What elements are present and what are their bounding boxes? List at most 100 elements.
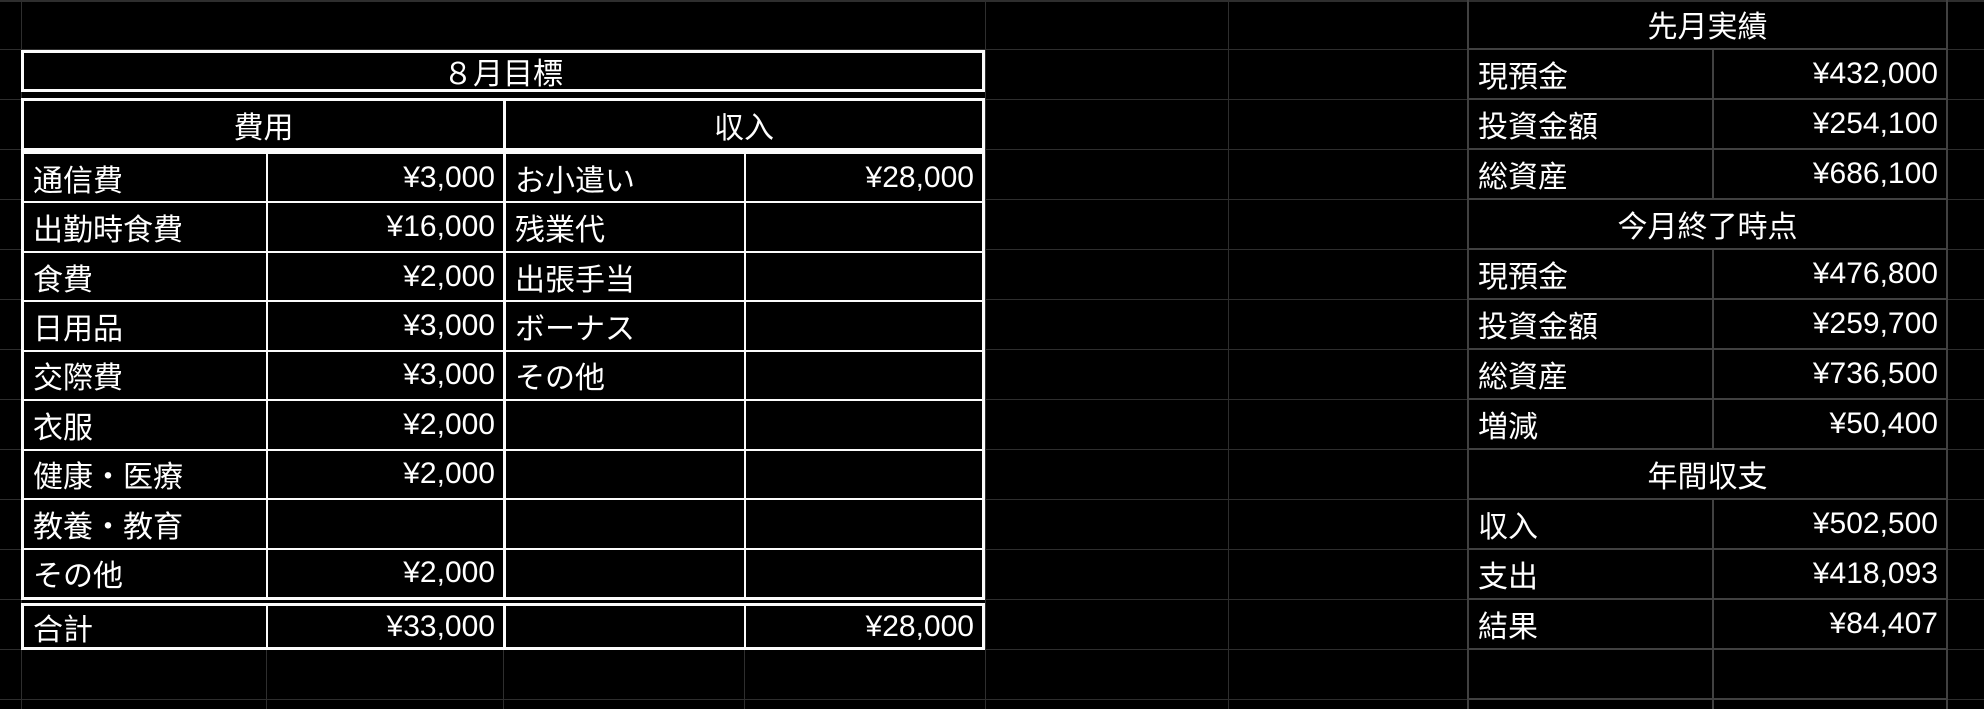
expense-value-cell[interactable]: ¥16,000 bbox=[266, 203, 503, 251]
table-row: 日用品 ¥3,000 ボーナス bbox=[24, 300, 982, 350]
goal-table-total-row: 合計 ¥33,000 ¥28,000 bbox=[21, 603, 985, 650]
income-value-cell[interactable] bbox=[744, 401, 982, 449]
empty-cell[interactable] bbox=[1469, 700, 1712, 709]
summary-value-cell[interactable]: ¥259,700 bbox=[1712, 300, 1946, 348]
expense-label-cell[interactable]: 衣服 bbox=[33, 411, 93, 445]
grid-line bbox=[0, 648, 1984, 650]
income-value-cell[interactable] bbox=[744, 549, 982, 597]
summary-row: 支出 ¥418,093 bbox=[1469, 550, 1946, 600]
income-label-cell[interactable]: お小遣い bbox=[503, 154, 744, 202]
summary-value-cell[interactable]: ¥476,800 bbox=[1712, 250, 1946, 298]
total-expense-value-cell[interactable]: ¥33,000 bbox=[266, 606, 503, 647]
grid-line bbox=[743, 650, 745, 709]
summary-label-cell[interactable]: 増減 bbox=[1478, 411, 1538, 444]
grid-line bbox=[0, 698, 1984, 700]
summary-value-cell[interactable]: ¥736,500 bbox=[1712, 350, 1946, 398]
summary-row: 投資金額 ¥254,100 bbox=[1469, 100, 1946, 150]
summary-label-cell[interactable]: 現預金 bbox=[1478, 61, 1568, 94]
total-income-value-cell[interactable]: ¥28,000 bbox=[744, 606, 982, 647]
expense-value-cell[interactable]: ¥2,000 bbox=[266, 401, 503, 449]
grid-line bbox=[0, 398, 1984, 400]
table-row: 通信費 ¥3,000 お小遣い ¥28,000 bbox=[24, 154, 982, 202]
income-value-cell[interactable] bbox=[744, 252, 982, 301]
grid-line bbox=[0, 198, 1984, 200]
summary-value-cell[interactable]: ¥502,500 bbox=[1712, 500, 1946, 548]
table-row: 健康・医療 ¥2,000 bbox=[24, 448, 982, 499]
summary-panel: 先月実績 現預金 ¥432,000 投資金額 ¥254,100 総資産 ¥686… bbox=[1467, 0, 1948, 709]
summary-label-cell[interactable]: 結果 bbox=[1478, 611, 1538, 644]
expense-label-cell[interactable]: その他 bbox=[33, 560, 123, 594]
expense-value-cell[interactable]: ¥2,000 bbox=[266, 450, 503, 499]
goal-table-body: 通信費 ¥3,000 お小遣い ¥28,000 出勤時食費 ¥16,000 残業… bbox=[21, 151, 985, 600]
summary-row: 年間収支 bbox=[1469, 450, 1946, 500]
summary-value-cell[interactable]: ¥432,000 bbox=[1712, 50, 1946, 98]
expense-label-cell[interactable]: 出勤時食費 bbox=[33, 214, 183, 248]
summary-label-cell[interactable]: 投資金額 bbox=[1478, 311, 1598, 344]
expense-value-cell[interactable]: ¥3,000 bbox=[266, 351, 503, 400]
income-value-cell[interactable] bbox=[744, 351, 982, 400]
summary-section-header-cell[interactable]: 今月終了時点 bbox=[1617, 211, 1798, 244]
goal-table-title: ８月目標 bbox=[21, 50, 985, 92]
summary-value-cell[interactable]: ¥84,407 bbox=[1712, 600, 1946, 648]
income-label-cell[interactable] bbox=[503, 549, 744, 597]
summary-section-header-cell[interactable]: 年間収支 bbox=[1647, 461, 1768, 494]
expense-value-cell[interactable]: ¥3,000 bbox=[266, 154, 503, 202]
grid-line bbox=[0, 548, 1984, 550]
total-label-cell[interactable]: 合計 bbox=[33, 613, 93, 647]
expense-label-cell[interactable]: 教養・教育 bbox=[33, 510, 183, 544]
summary-value-cell[interactable]: ¥686,100 bbox=[1712, 150, 1946, 198]
summary-label-cell[interactable]: 総資産 bbox=[1478, 361, 1568, 394]
summary-row: 増減 ¥50,400 bbox=[1469, 400, 1946, 450]
income-value-cell[interactable] bbox=[744, 450, 982, 499]
income-value-cell[interactable]: ¥28,000 bbox=[744, 154, 982, 202]
summary-label-cell[interactable]: 支出 bbox=[1478, 561, 1538, 594]
summary-row: 今月終了時点 bbox=[1469, 200, 1946, 250]
table-row: 交際費 ¥3,000 その他 bbox=[24, 349, 982, 400]
grid-line bbox=[0, 498, 1984, 500]
income-value-cell[interactable] bbox=[744, 302, 982, 350]
income-label-cell[interactable]: ボーナス bbox=[503, 302, 744, 350]
income-value-cell[interactable] bbox=[744, 500, 982, 548]
expense-column-header[interactable]: 費用 bbox=[233, 111, 294, 145]
income-value-cell[interactable] bbox=[744, 203, 982, 251]
expense-label-cell[interactable]: 健康・医療 bbox=[33, 461, 183, 495]
summary-row bbox=[1469, 700, 1946, 709]
expense-value-cell[interactable] bbox=[266, 500, 503, 548]
summary-row: 総資産 ¥686,100 bbox=[1469, 150, 1946, 200]
income-label-cell[interactable] bbox=[503, 401, 744, 449]
expense-label-cell[interactable]: 日用品 bbox=[33, 313, 123, 347]
summary-value-cell[interactable]: ¥50,400 bbox=[1712, 400, 1946, 448]
expense-label-cell[interactable]: 通信費 bbox=[33, 164, 123, 198]
income-label-cell[interactable] bbox=[503, 500, 744, 548]
expense-value-cell[interactable]: ¥3,000 bbox=[266, 302, 503, 350]
income-label-cell[interactable] bbox=[503, 450, 744, 499]
summary-section-header-cell[interactable]: 先月実績 bbox=[1647, 11, 1768, 44]
expense-label-cell[interactable]: 交際費 bbox=[33, 362, 123, 396]
summary-label-cell[interactable]: 投資金額 bbox=[1478, 111, 1598, 144]
summary-row: 先月実績 bbox=[1469, 0, 1946, 50]
summary-value-cell[interactable]: ¥418,093 bbox=[1712, 550, 1946, 598]
summary-value-cell[interactable]: ¥254,100 bbox=[1712, 100, 1946, 148]
income-column-header[interactable]: 収入 bbox=[503, 101, 982, 148]
expense-value-cell[interactable]: ¥2,000 bbox=[266, 252, 503, 301]
table-row: 出勤時食費 ¥16,000 残業代 bbox=[24, 201, 982, 251]
summary-label-cell[interactable]: 現預金 bbox=[1478, 261, 1568, 294]
summary-row: 総資産 ¥736,500 bbox=[1469, 350, 1946, 400]
summary-row: 現預金 ¥476,800 bbox=[1469, 250, 1946, 300]
expense-label-cell[interactable]: 食費 bbox=[33, 263, 93, 297]
expense-value-cell[interactable]: ¥2,000 bbox=[266, 549, 503, 597]
summary-label-cell[interactable]: 総資産 bbox=[1478, 161, 1568, 194]
grid-line bbox=[265, 650, 267, 709]
grid-line bbox=[0, 98, 1984, 100]
empty-cell[interactable] bbox=[1712, 700, 1946, 709]
income-label-cell[interactable]: 残業代 bbox=[503, 203, 744, 251]
empty-cell[interactable] bbox=[1712, 650, 1946, 698]
empty-cell[interactable] bbox=[1469, 650, 1712, 698]
income-label-cell[interactable]: 出張手当 bbox=[503, 252, 744, 301]
table-title-cell[interactable]: ８月目標 bbox=[443, 58, 563, 89]
total-income-label-cell[interactable] bbox=[503, 606, 744, 647]
summary-row: 投資金額 ¥259,700 bbox=[1469, 300, 1946, 350]
summary-label-cell[interactable]: 収入 bbox=[1478, 511, 1538, 544]
grid-line bbox=[502, 650, 504, 709]
income-label-cell[interactable]: その他 bbox=[503, 351, 744, 400]
